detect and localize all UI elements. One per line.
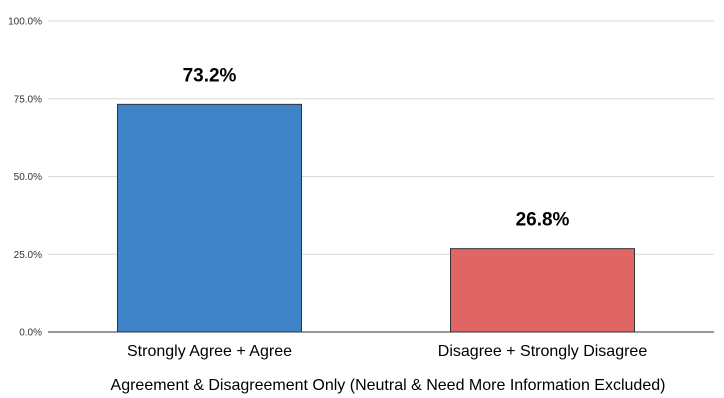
y-tick-label: 50.0% — [14, 172, 42, 183]
category-labels: Strongly Agree + Agree Disagree + Strongl… — [127, 343, 647, 360]
bar — [117, 103, 302, 333]
y-axis-tick-labels: 0.0% 25.0% 50.0% 75.0% 100.0% — [8, 17, 42, 339]
data-label: 73.2% — [183, 65, 237, 86]
y-tick-label: 0.0% — [19, 328, 42, 339]
y-tick-label: 25.0% — [14, 250, 42, 261]
data-label: 26.8% — [516, 210, 570, 231]
y-tick-label: 100.0% — [8, 17, 42, 28]
bar — [450, 248, 635, 333]
data-labels: 73.2% 26.8% — [183, 65, 570, 230]
category-label: Strongly Agree + Agree — [127, 343, 292, 360]
category-label: Disagree + Strongly Disagree — [438, 343, 648, 360]
x-axis-title: Agreement & Disagreement Only (Neutral &… — [111, 377, 666, 394]
y-tick-label: 75.0% — [14, 94, 42, 105]
